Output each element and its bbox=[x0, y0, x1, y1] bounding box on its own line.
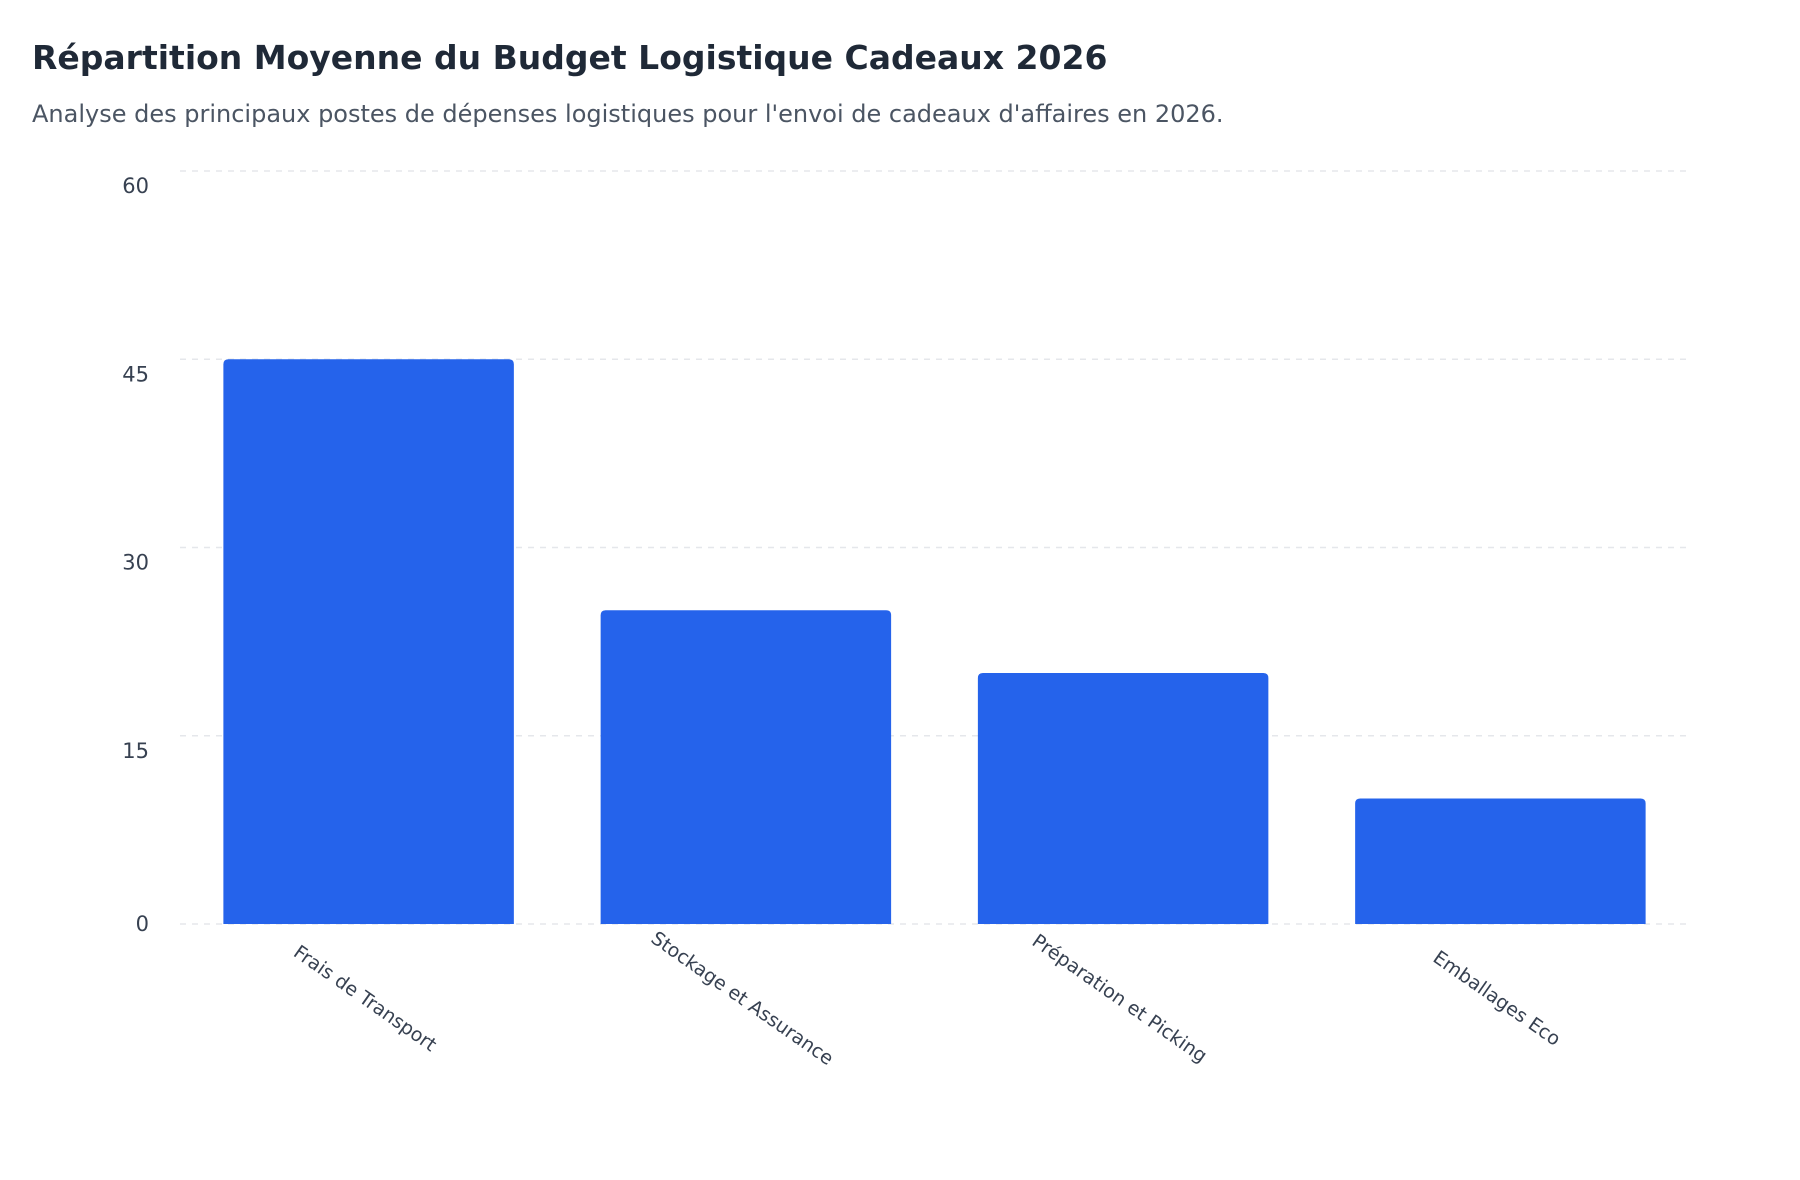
y-axis: 0 15 30 45 60 bbox=[122, 174, 149, 936]
chart-subtitle: Analyse des principaux postes de dépense… bbox=[32, 100, 1224, 128]
y-tick-label: 60 bbox=[122, 174, 149, 198]
bar[interactable] bbox=[1355, 798, 1646, 925]
bar[interactable] bbox=[600, 610, 892, 924]
x-axis: Frais de Transport Stockage et Assurance P… bbox=[289, 927, 1564, 1070]
y-tick-label: 0 bbox=[136, 912, 149, 936]
y-tick-label: 30 bbox=[122, 551, 149, 575]
bars bbox=[223, 359, 1646, 925]
x-tick-label: Emballages Eco bbox=[1429, 947, 1565, 1051]
x-tick-label: Frais de Transport bbox=[289, 941, 440, 1056]
x-tick-label: Préparation et Picking bbox=[1028, 930, 1211, 1067]
x-tick-label: Stockage et Assurance bbox=[647, 927, 838, 1070]
bar[interactable] bbox=[977, 673, 1269, 924]
y-tick-label: 45 bbox=[122, 362, 149, 386]
chart-title: Répartition Moyenne du Budget Logistique… bbox=[32, 38, 1108, 77]
y-tick-label: 15 bbox=[122, 739, 149, 763]
bar[interactable] bbox=[223, 359, 514, 924]
